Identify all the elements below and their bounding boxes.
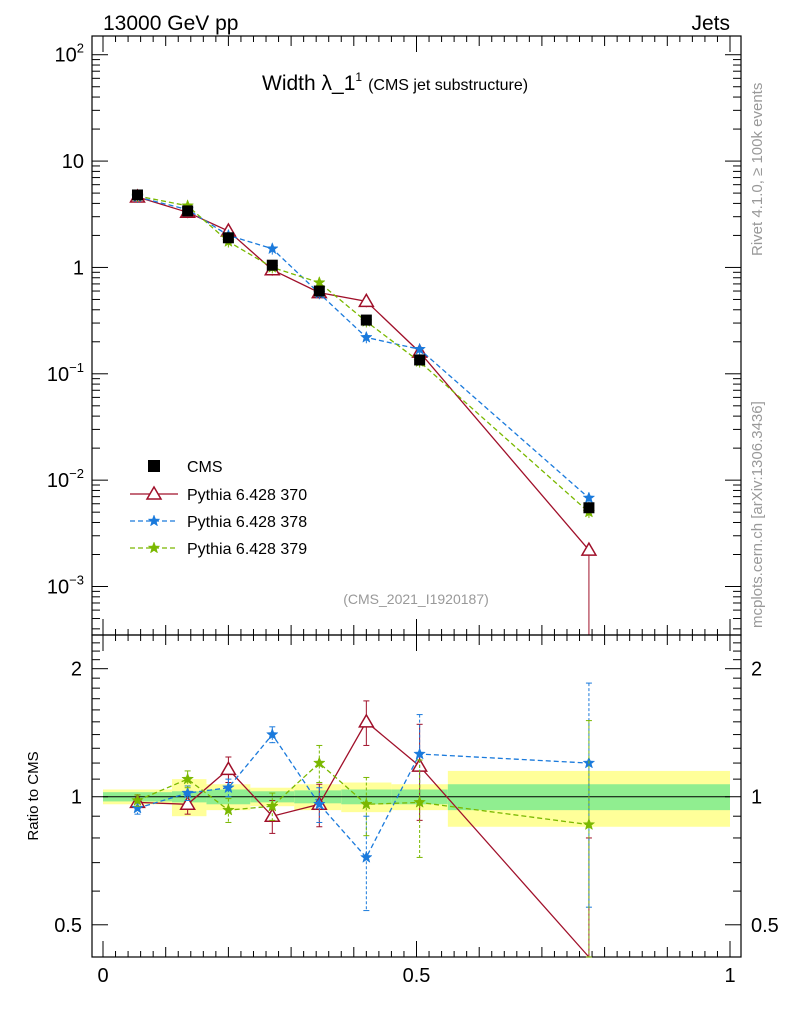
marker-triangle: [358, 713, 375, 728]
marker-star: [582, 817, 596, 831]
legend: CMS Pythia 6.428 370 Pythia 6.428 378 Pythi…: [130, 459, 307, 558]
mcplots-label: mcplots.cern.ch [arXiv:1306.3436]: [749, 401, 766, 628]
data-point: [583, 502, 595, 514]
y-tick-label: 1: [73, 257, 84, 279]
ratio-tick-label: 2: [751, 659, 762, 681]
marker-star: [413, 342, 426, 355]
marker-star: [147, 541, 161, 554]
legend-label-cms: CMS: [187, 459, 223, 476]
marker-star: [131, 793, 144, 806]
ratio-line: [137, 762, 589, 826]
marker-triangle: [220, 760, 237, 776]
marker-star: [359, 850, 373, 863]
marker-star: [413, 747, 426, 760]
marker-star: [265, 241, 279, 255]
ratio-ylabel: Ratio to CMS: [25, 751, 42, 840]
data-point: [360, 314, 372, 326]
marker-triangle: [358, 292, 375, 308]
data-point: [182, 205, 194, 217]
marker-star: [582, 491, 596, 504]
series-line: [137, 196, 590, 499]
ratio-tick-label: 0.5: [54, 915, 82, 937]
header-left: 13000 GeV pp: [103, 12, 238, 35]
marker-star: [147, 514, 161, 527]
marker-star: [131, 801, 144, 814]
ratio-tick-label: 1: [751, 787, 762, 809]
x-tick-label: 0: [97, 965, 108, 987]
marker-star: [265, 799, 279, 812]
header-right: Jets: [691, 12, 730, 35]
marker-star: [181, 786, 195, 799]
data-point: [313, 285, 325, 297]
main-panel: 102 10 1 10−1 10−2 10−3: [47, 35, 742, 636]
marker-star: [181, 772, 195, 785]
marker-star: [312, 756, 326, 769]
y-tick-label: 10: [62, 151, 84, 173]
marker-triangle: [145, 485, 163, 500]
y-tick-label: 10−3: [47, 573, 84, 599]
chart-title: Width λ_11 (CMS jet substructure): [262, 70, 528, 95]
data-point: [222, 232, 234, 244]
rivet-label: Rivet 4.1.0, ≥ 100k events: [749, 83, 766, 256]
y-tick-label: 10−1: [47, 360, 84, 386]
marker-star: [359, 330, 373, 343]
ratio-tick-label: 0.5: [751, 915, 779, 937]
ratio-tick-label: 2: [71, 659, 82, 681]
marker-star: [413, 795, 426, 808]
ratio-tick-label: 1: [71, 787, 82, 809]
y-tick-label: 10−2: [47, 466, 84, 492]
marker-star: [312, 797, 326, 810]
legend-label: Pythia 6.428 379: [187, 541, 307, 558]
x-tick-label: 1: [724, 965, 735, 987]
data-point: [414, 354, 426, 366]
ratio-line: [137, 720, 590, 958]
legend-marker-cms: [148, 460, 160, 472]
y-tick-label: 102: [55, 41, 84, 67]
marker-star: [359, 797, 373, 810]
marker-star: [265, 727, 279, 740]
series-line: [137, 195, 590, 513]
legend-label: Pythia 6.428 378: [187, 514, 307, 531]
legend-label: Pythia 6.428 370: [187, 487, 307, 504]
marker-triangle: [580, 541, 598, 556]
data-point: [266, 259, 278, 271]
ratio-panel: 0 0.5 1 2 2 1 1 0.5 0.5: [54, 634, 779, 987]
data-point: [131, 189, 143, 201]
x-tick-label: 0.5: [403, 965, 431, 987]
marker-star: [222, 803, 235, 816]
ratio-line: [137, 733, 589, 859]
analysis-watermark: (CMS_2021_I1920187): [343, 591, 489, 607]
marker-star: [312, 275, 326, 289]
marker-star: [222, 780, 235, 794]
marker-triangle: [179, 795, 196, 811]
